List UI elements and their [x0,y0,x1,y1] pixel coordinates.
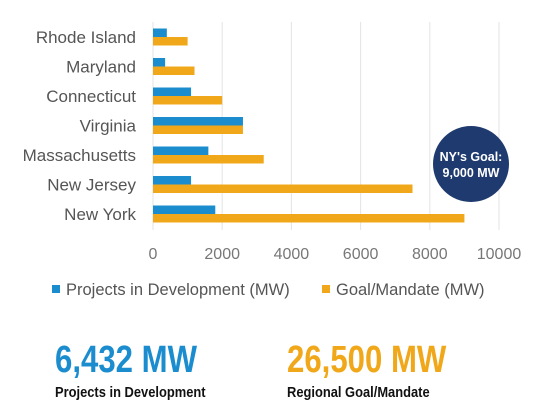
gridlines [152,22,500,230]
category-label: New Jersey [47,176,136,195]
bar-goal [153,37,188,46]
bar-projects [153,87,192,96]
stat-goal-value: 26,500 MW [287,339,447,381]
bar-projects [153,28,167,37]
stat-goal-label: Regional Goal/Mandate [287,384,430,401]
category-labels: Rhode Island Maryland Connecticut Virginia M… [23,28,137,224]
category-label: New York [64,205,136,224]
category-label: Massachusetts [23,146,136,165]
bar-projects [153,58,166,67]
x-tick-labels: 0 2000 4000 6000 8000 10000 [149,246,522,263]
stat-goal: 26,500 MW Regional Goal/Mandate [287,340,481,401]
legend-label: Projects in Development (MW) [66,281,290,299]
bar-goal [153,155,264,164]
ny-goal-badge-circle [433,126,509,202]
bar-goal [153,66,195,75]
bar-projects [153,205,216,214]
stat-development: 6,432 MW Projects in Development [55,340,230,401]
bar-projects [153,146,209,155]
x-tick-label: 6000 [343,246,379,263]
bar-goal [153,214,465,223]
ny-goal-badge-line2: 9,000 MW [443,166,500,180]
ny-goal-badge-line1: NY's Goal: [440,150,503,164]
legend-swatch [322,285,330,293]
bar-projects [153,117,243,126]
category-label: Virginia [80,117,137,136]
bar-projects [153,176,192,185]
category-label: Connecticut [46,87,136,106]
ny-goal-badge: NY's Goal: 9,000 MW [433,126,509,202]
x-tick-label: 8000 [412,246,448,263]
bar-goal [153,125,243,134]
bar-chart: Rhode Island Maryland Connecticut Virginia M… [23,22,522,299]
stat-development-label: Projects in Development [55,384,206,401]
bars [153,28,465,223]
bar-goal [153,96,223,105]
category-label: Rhode Island [36,28,136,47]
x-tick-label: 0 [149,246,158,263]
x-tick-label: 2000 [204,246,240,263]
legend-label: Goal/Mandate (MW) [336,281,485,299]
x-tick-label: 4000 [274,246,310,263]
legend-swatch [52,285,60,293]
category-label: Maryland [66,58,136,77]
stat-development-value: 6,432 MW [55,339,198,381]
legend: Projects in Development (MW) Goal/Mandate… [52,281,485,299]
bar-goal [153,184,413,193]
x-tick-label: 10000 [477,246,522,263]
